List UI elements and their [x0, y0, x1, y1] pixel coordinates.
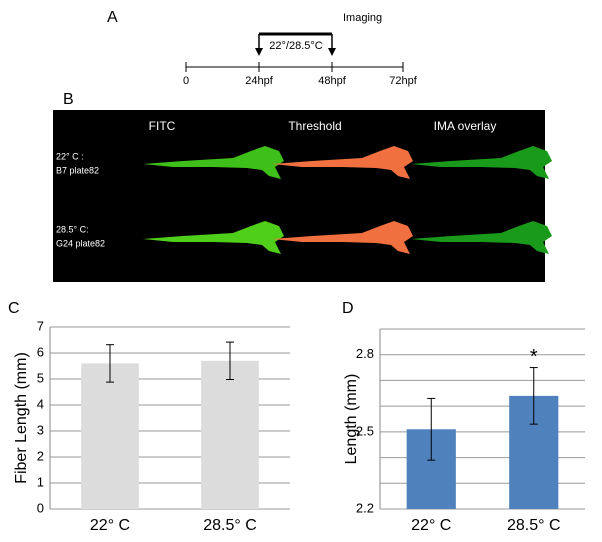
error-bar [427, 397, 436, 461]
image-panel [53, 110, 545, 282]
bar [201, 360, 259, 509]
y-axis-label: Length (mm) [343, 374, 360, 465]
y-tick-label: 0 [37, 500, 44, 515]
timeline-point: 72hpf [389, 75, 417, 87]
row-label: G24 plate82 [56, 238, 105, 248]
panel-label: D [342, 300, 354, 317]
column-header: Threshold [288, 119, 341, 133]
panel-label: A [107, 9, 118, 26]
bar [81, 363, 139, 509]
y-tick-label: 7 [37, 318, 44, 333]
y-tick-label: 2 [37, 448, 44, 463]
x-tick-label: 22° C [90, 517, 130, 534]
y-tick-label: 1 [37, 474, 44, 489]
x-tick-label: 28.5° C [507, 517, 561, 534]
error-bar [106, 344, 114, 383]
timeline-point: 48hpf [318, 75, 346, 87]
row-label: 28.5° C: [56, 224, 89, 234]
row-label: 22° C : [56, 151, 84, 161]
panel-label: B [63, 91, 74, 108]
annotation: * [530, 346, 538, 368]
imaging-label: Imaging [343, 12, 382, 24]
column-header: IMA overlay [434, 119, 497, 133]
y-tick-label: 2.8 [356, 346, 374, 361]
y-tick-label: 5 [37, 370, 44, 385]
y-tick-label: 6 [37, 344, 44, 359]
y-tick-label: 2.2 [356, 500, 374, 515]
temperature-label: 22°/28.5°C [269, 40, 322, 52]
y-tick-label: 2.5 [356, 423, 374, 438]
x-tick-label: 28.5° C [203, 517, 257, 534]
row-label: B7 plate82 [56, 165, 99, 175]
y-tick-label: 3 [37, 422, 44, 437]
timeline-point: 0 [183, 75, 189, 87]
panel-label: C [8, 300, 20, 317]
y-axis-label: Fiber Length (mm) [13, 352, 30, 484]
column-header: FITC [149, 119, 176, 133]
timeline-point: 24hpf [245, 75, 273, 87]
x-tick-label: 22° C [411, 517, 451, 534]
y-tick-label: 4 [37, 396, 44, 411]
error-bar [226, 341, 234, 381]
error-bar [529, 367, 538, 425]
